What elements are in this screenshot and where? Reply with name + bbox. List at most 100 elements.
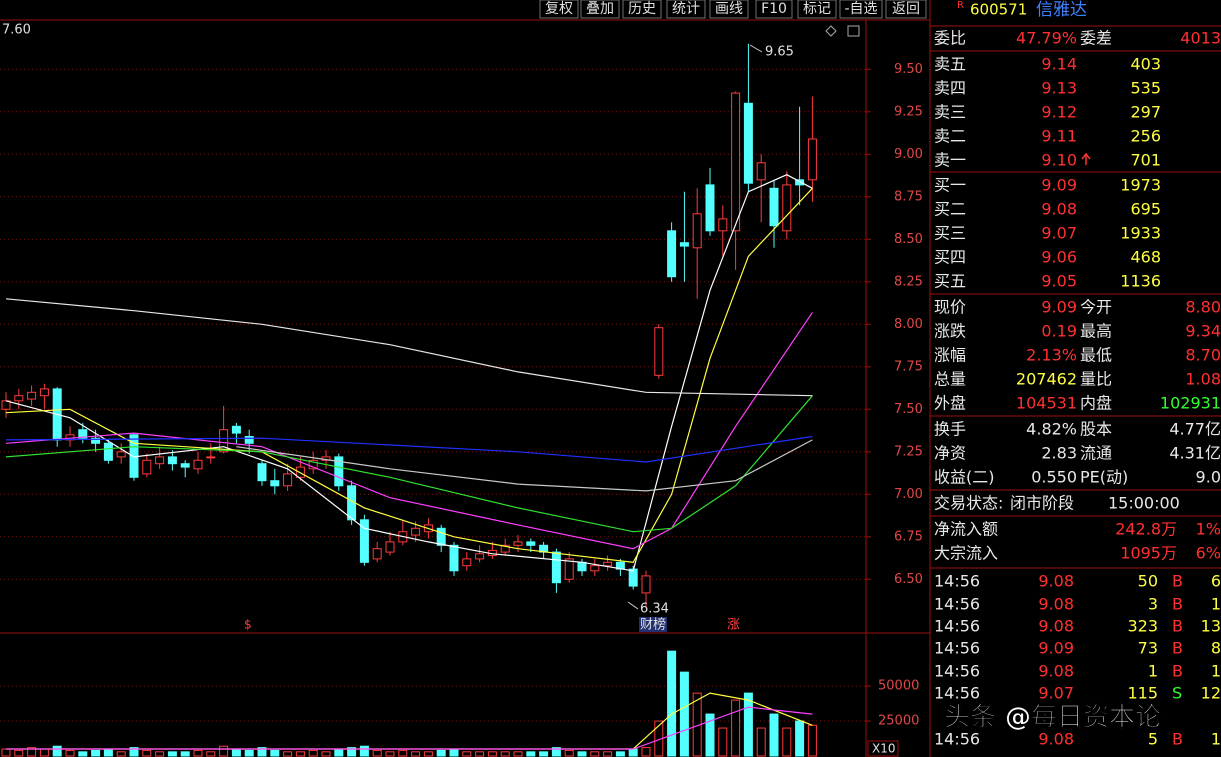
candle-body <box>641 575 651 594</box>
volume-bar <box>526 751 536 757</box>
quote-text: 256 <box>1130 127 1161 146</box>
volume-bar <box>615 751 625 757</box>
volume-bar <box>244 749 254 757</box>
volume-bar <box>718 727 728 757</box>
candle-body <box>628 568 638 587</box>
toolbar-button[interactable] <box>622 0 662 19</box>
quote-text: 净流入额 <box>934 520 998 539</box>
quote-text: 大宗流入 <box>934 544 998 563</box>
candle-body <box>795 179 805 186</box>
quote-text: 14:56 <box>934 595 980 614</box>
volume-bar <box>436 749 446 757</box>
candle-body <box>705 184 715 232</box>
quote-text: 13 <box>1201 617 1221 636</box>
toolbar-label[interactable]: 标记 <box>803 1 831 17</box>
toolbar-label[interactable]: 叠加 <box>586 1 614 17</box>
toolbar-label[interactable]: 画线 <box>715 1 743 17</box>
quote-text: 卖三 <box>934 103 966 122</box>
window-icons <box>825 25 860 37</box>
quote-text: 买三 <box>934 224 966 243</box>
candle-body <box>782 184 792 232</box>
price-label: 9.65 <box>765 45 794 60</box>
quote-text: 9.07 <box>1038 684 1074 703</box>
volume-bar <box>295 751 305 757</box>
toolbar-button[interactable] <box>885 0 927 19</box>
volume-bar <box>372 749 382 757</box>
quote-text: B <box>1172 617 1183 636</box>
quote-text: 内盘 <box>1080 394 1112 413</box>
y-tick-label: 9.25 <box>894 104 923 119</box>
candle-body <box>526 541 536 546</box>
tag: 财榜 <box>640 617 666 633</box>
quote-text: 9.05 <box>1041 272 1077 291</box>
toolbar-label[interactable]: 返回 <box>892 1 920 17</box>
candle-body <box>577 561 587 572</box>
toolbar-label[interactable]: F10 <box>761 1 787 17</box>
quote-text: 9.13 <box>1041 79 1077 98</box>
quote-text: 0.19 <box>1041 322 1077 341</box>
quote-text: 股本 <box>1080 420 1112 439</box>
quote-text: 4.77亿 <box>1169 420 1221 439</box>
volume-bar <box>398 749 408 757</box>
quote-text: 12 <box>1201 684 1221 703</box>
quote-text: 6% <box>1196 544 1221 563</box>
candle-body <box>231 425 241 434</box>
candle-body <box>513 541 523 546</box>
candle-body <box>411 527 421 536</box>
candle-body <box>756 162 766 181</box>
quote-text: 323 <box>1127 617 1158 636</box>
toolbar-label[interactable]: 历史 <box>628 1 656 17</box>
quote-text: 1 <box>1211 730 1221 749</box>
volume-bar <box>475 751 485 757</box>
toolbar-button[interactable] <box>666 0 706 19</box>
candle-body <box>39 388 49 397</box>
toolbar-label[interactable]: 统计 <box>672 1 700 17</box>
quote-text: 50 <box>1138 572 1158 591</box>
toolbar-button[interactable] <box>797 0 837 19</box>
quote-text: 102931 <box>1160 394 1221 413</box>
quote-text: 5 <box>1148 730 1158 749</box>
quote-text: 卖四 <box>934 79 966 98</box>
quote-text: 1 <box>1148 662 1158 681</box>
candle-body <box>590 565 600 572</box>
toolbar-label[interactable]: -自选 <box>844 1 877 17</box>
volume-bar <box>795 720 805 757</box>
volume-bar <box>782 727 792 757</box>
quote-text: 涨跌 <box>934 322 966 341</box>
quote-text: PE(动) <box>1080 468 1128 487</box>
candle-body <box>564 558 574 580</box>
quote-text: 流通 <box>1080 444 1112 463</box>
watermark: 头条 @每日资本论 <box>944 702 1162 733</box>
candle-body <box>731 92 741 232</box>
toolbar-button[interactable] <box>539 0 579 19</box>
toolbar-button[interactable] <box>709 0 749 19</box>
toolbar-label[interactable]: 复权 <box>545 0 573 17</box>
quote-text: 总量 <box>934 370 966 389</box>
quote-text: 0.550 <box>1031 468 1077 487</box>
toolbar-button[interactable] <box>839 0 883 19</box>
quote-text: 8 <box>1211 639 1221 658</box>
candle-body <box>436 527 446 546</box>
quote-text: 交易状态: <box>934 494 1003 513</box>
quote-text: 1% <box>1196 520 1221 539</box>
quote-text: B <box>1172 595 1183 614</box>
volume-bar <box>39 748 49 757</box>
quote-text: 15:00:00 <box>1108 494 1180 513</box>
tag-box <box>639 617 667 632</box>
volume-bar <box>359 745 369 757</box>
candle-body <box>308 459 318 470</box>
y-tick-label: 6.50 <box>894 572 923 587</box>
candle-body <box>667 230 677 278</box>
y-tick-label: 9.50 <box>894 62 923 77</box>
quote-text: 104531 <box>1016 394 1077 413</box>
volume-bar <box>231 748 241 757</box>
quote-text: 8.70 <box>1185 346 1221 365</box>
toolbar-button[interactable] <box>580 0 620 19</box>
candle-body <box>103 442 113 461</box>
quote-text: 2.83 <box>1041 444 1077 463</box>
candle-body <box>91 437 101 444</box>
quote-text: 4.82% <box>1026 420 1077 439</box>
candle-body <box>142 459 152 475</box>
toolbar-button[interactable] <box>755 0 793 19</box>
moving-average <box>5 174 813 572</box>
